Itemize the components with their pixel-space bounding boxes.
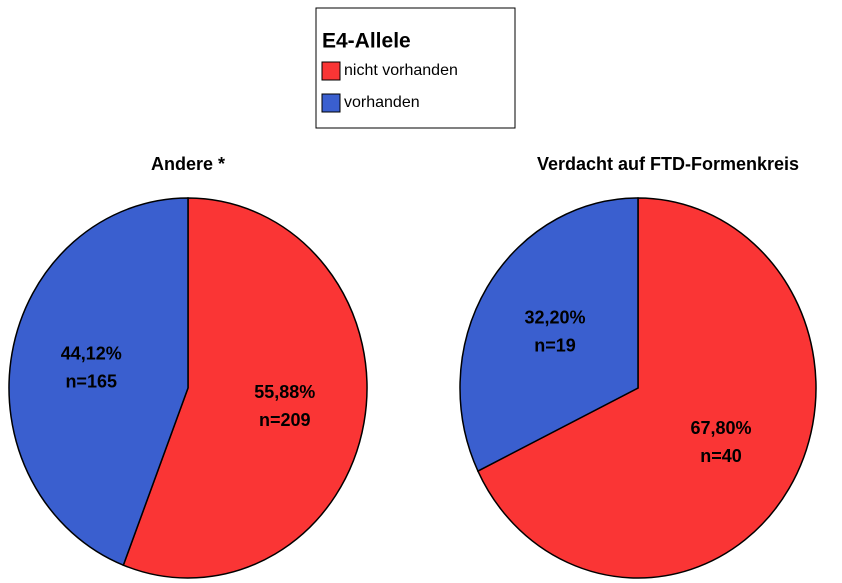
chart-title: Verdacht auf FTD-Formenkreis <box>537 154 799 174</box>
pie-slice <box>476 197 817 579</box>
value-label: 44,12% <box>61 344 122 364</box>
pie-slice <box>8 197 189 567</box>
legend-label: vorhanden <box>344 94 420 111</box>
chart-title: Andere * <box>151 154 225 174</box>
legend-swatch <box>321 61 341 81</box>
count-label: n=165 <box>65 372 117 392</box>
value-label: 32,20% <box>524 307 585 327</box>
pie-slice <box>122 197 368 579</box>
value-label: 67,80% <box>690 418 751 438</box>
legend-label: nicht vorhanden <box>344 62 458 79</box>
count-label: n=19 <box>534 335 576 355</box>
value-label: 55,88% <box>254 382 315 402</box>
count-label: n=40 <box>700 446 742 466</box>
legend-swatch <box>321 93 341 113</box>
legend-title: E4-Allele <box>322 30 411 53</box>
pie-slice <box>459 197 639 473</box>
count-label: n=209 <box>259 410 311 430</box>
legend-box <box>315 7 516 129</box>
